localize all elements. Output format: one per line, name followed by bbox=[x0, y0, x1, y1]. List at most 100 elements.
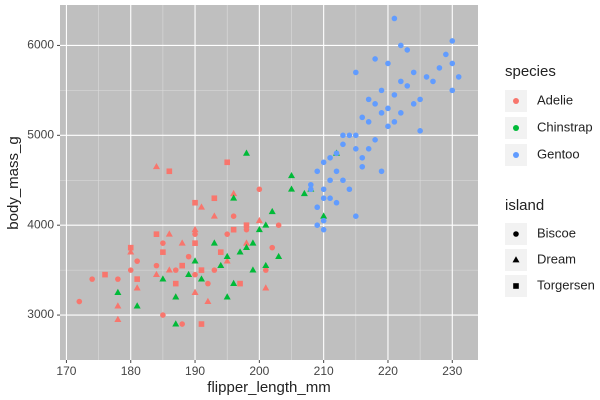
legend-swatch bbox=[513, 125, 519, 131]
point bbox=[230, 279, 238, 287]
legend-label: Dream bbox=[537, 251, 576, 266]
point bbox=[255, 216, 263, 224]
point bbox=[320, 159, 327, 166]
point bbox=[115, 276, 121, 282]
point bbox=[423, 74, 430, 80]
point bbox=[165, 230, 173, 237]
point bbox=[89, 276, 95, 282]
point bbox=[249, 266, 257, 273]
x-tick-label: 200 bbox=[249, 364, 269, 378]
point bbox=[365, 96, 372, 103]
point bbox=[217, 249, 224, 255]
point bbox=[127, 267, 134, 273]
point bbox=[242, 243, 250, 251]
point bbox=[391, 15, 398, 22]
point bbox=[243, 226, 250, 233]
point bbox=[333, 150, 340, 157]
point bbox=[127, 248, 135, 255]
point bbox=[205, 280, 211, 287]
point bbox=[359, 114, 366, 121]
x-tick-label: 170 bbox=[56, 364, 76, 378]
point bbox=[404, 83, 411, 89]
point bbox=[165, 266, 173, 273]
point bbox=[160, 249, 166, 255]
point bbox=[430, 78, 436, 85]
point bbox=[327, 177, 333, 184]
point bbox=[346, 186, 353, 193]
point bbox=[224, 231, 230, 237]
point bbox=[372, 56, 378, 62]
point bbox=[275, 222, 282, 228]
legend-swatch bbox=[513, 283, 519, 289]
point bbox=[242, 149, 250, 156]
point bbox=[449, 38, 456, 44]
point bbox=[385, 123, 391, 130]
point bbox=[76, 298, 83, 305]
point bbox=[320, 212, 328, 219]
point bbox=[398, 110, 404, 116]
point bbox=[185, 270, 193, 278]
legend-swatch bbox=[512, 256, 520, 263]
x-tick-label: 180 bbox=[121, 364, 141, 378]
point bbox=[230, 213, 237, 220]
point bbox=[217, 261, 225, 269]
point bbox=[372, 137, 378, 143]
point bbox=[262, 261, 270, 269]
point bbox=[179, 321, 185, 327]
point bbox=[133, 302, 141, 309]
point bbox=[152, 162, 160, 170]
point bbox=[353, 213, 359, 220]
point bbox=[249, 239, 257, 246]
point bbox=[391, 119, 398, 125]
point bbox=[179, 262, 185, 269]
point bbox=[114, 302, 122, 309]
point bbox=[160, 312, 166, 318]
point bbox=[288, 171, 296, 179]
point bbox=[172, 320, 180, 327]
y-axis-title: body_mass_g bbox=[5, 136, 22, 229]
point bbox=[236, 248, 244, 255]
legend-label: Chinstrap bbox=[537, 119, 593, 134]
point bbox=[365, 145, 372, 152]
point bbox=[210, 212, 218, 219]
point bbox=[353, 69, 359, 76]
point bbox=[160, 240, 166, 246]
legend-title: species bbox=[505, 63, 556, 80]
point bbox=[127, 244, 134, 251]
point bbox=[378, 110, 385, 116]
point bbox=[204, 297, 212, 304]
point bbox=[275, 252, 283, 260]
point bbox=[314, 222, 321, 228]
point bbox=[230, 194, 238, 201]
point bbox=[210, 239, 218, 246]
legend-label: Torgersen bbox=[537, 277, 595, 292]
point bbox=[410, 69, 417, 76]
point bbox=[172, 267, 179, 273]
point bbox=[378, 87, 385, 94]
point bbox=[211, 195, 218, 202]
point bbox=[320, 217, 327, 224]
point bbox=[346, 132, 353, 139]
point bbox=[353, 132, 359, 139]
point bbox=[197, 275, 205, 282]
point bbox=[398, 78, 404, 85]
point bbox=[340, 141, 346, 148]
point bbox=[192, 231, 198, 237]
point bbox=[223, 252, 231, 260]
y-tick-label: 5000 bbox=[27, 127, 54, 141]
point bbox=[114, 288, 122, 295]
legend-title: island bbox=[505, 197, 544, 214]
point bbox=[153, 262, 160, 269]
legend-label: Gentoo bbox=[537, 146, 580, 161]
legend-label: Biscoe bbox=[537, 225, 576, 240]
point bbox=[166, 168, 173, 175]
point bbox=[192, 271, 198, 278]
point bbox=[327, 154, 333, 161]
x-axis-title: flipper_length_mm bbox=[207, 379, 330, 396]
point bbox=[365, 119, 372, 125]
point bbox=[385, 105, 391, 112]
point bbox=[134, 258, 140, 264]
point bbox=[159, 275, 167, 282]
point bbox=[224, 159, 230, 166]
